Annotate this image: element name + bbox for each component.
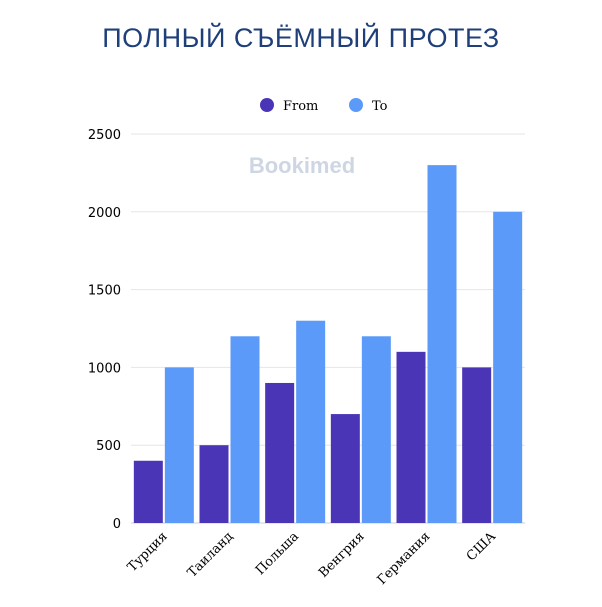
bar-from	[330, 414, 360, 523]
bar-from	[199, 445, 229, 523]
bar-to	[427, 165, 457, 523]
legend-marker-to	[349, 98, 363, 112]
x-tick-label: Германия	[375, 529, 434, 588]
legend-label-from: From	[283, 99, 318, 114]
bars	[133, 165, 523, 524]
bar-from	[133, 460, 163, 523]
bar-from	[462, 367, 492, 523]
x-tick-label: Турция	[125, 529, 171, 575]
bar-from	[265, 382, 295, 523]
y-tick-label: 2500	[88, 128, 121, 143]
chart-title: ПОЛНЫЙ СЪЁМНЫЙ ПРОТЕЗ	[102, 22, 499, 53]
x-tick-label: Венгрия	[316, 529, 368, 581]
bar-to	[493, 211, 523, 524]
x-tick-label: США	[464, 529, 499, 564]
bar-from	[396, 351, 426, 523]
y-tick-label: 2000	[88, 206, 121, 221]
legend-label-to: To	[372, 99, 388, 114]
x-axis-labels: Турция Таиланд Польша Венгрия Германия США	[125, 529, 499, 588]
y-tick-label: 500	[96, 439, 121, 454]
bar-to	[230, 336, 260, 523]
x-tick-label: Таиланд	[185, 529, 236, 580]
bar-to	[164, 367, 194, 523]
y-tick-label: 1500	[88, 284, 121, 299]
bar-to	[361, 336, 391, 523]
y-axis-ticks: 0 500 1000 1500 2000 2500	[88, 128, 121, 532]
legend: From To	[260, 98, 388, 114]
watermark: Bookimed	[249, 153, 355, 178]
gridlines	[131, 133, 525, 524]
bar-to	[296, 320, 326, 523]
y-tick-label: 0	[113, 517, 121, 532]
y-tick-label: 1000	[88, 361, 121, 376]
x-tick-label: Польша	[253, 529, 302, 578]
legend-marker-from	[260, 98, 274, 112]
